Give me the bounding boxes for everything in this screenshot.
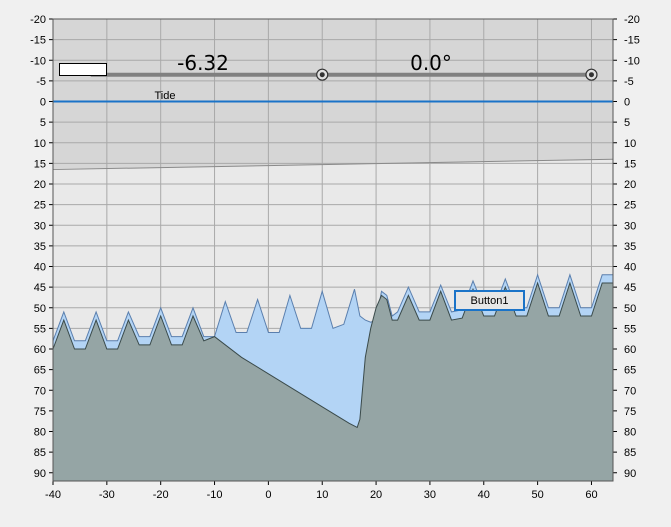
y-tick-label-right: 55 — [624, 323, 636, 335]
y-tick-label-right: 15 — [624, 158, 636, 170]
y-tick-label-left: 90 — [34, 468, 46, 480]
seabed-area — [52, 281, 614, 482]
y-tick-label-right: -5 — [624, 76, 634, 88]
upper-band — [53, 19, 613, 170]
y-tick-label-left: 75 — [34, 406, 46, 418]
y-tick-label-right: -10 — [624, 55, 640, 67]
y-tick-label-left: 55 — [34, 323, 46, 335]
value-readout: -6.32 — [177, 51, 229, 75]
slider-handle[interactable] — [585, 68, 598, 81]
y-tick-label-right: 60 — [624, 344, 636, 356]
value-input-box[interactable] — [59, 63, 107, 76]
y-tick-label-right: 25 — [624, 200, 636, 212]
y-tick-label-right: -20 — [624, 14, 640, 26]
plot-border — [52, 18, 614, 482]
y-tick-label-right: 0 — [624, 97, 630, 109]
x-tick-label: -20 — [153, 489, 169, 501]
y-tick-label-right: 50 — [624, 303, 636, 315]
y-tick-label-left: -10 — [30, 55, 46, 67]
y-tick-label-left: 10 — [34, 138, 46, 150]
y-tick-label-right: 70 — [624, 385, 636, 397]
y-tick-label-left: 0 — [40, 97, 46, 109]
y-tick-label-left: 15 — [34, 158, 46, 170]
x-tick-label: 10 — [316, 489, 328, 501]
y-tick-label-right: 20 — [624, 179, 636, 191]
y-tick-label-right: 10 — [624, 138, 636, 150]
y-tick-label-right: 30 — [624, 220, 636, 232]
y-tick-label-right: 85 — [624, 447, 636, 459]
y-tick-label-left: -20 — [30, 14, 46, 26]
x-tick-label: -40 — [45, 489, 61, 501]
y-tick-label-right: 75 — [624, 406, 636, 418]
tide-label: Tide — [155, 90, 176, 102]
x-tick-label: -10 — [207, 489, 223, 501]
y-tick-label-left: 80 — [34, 427, 46, 439]
y-tick-label-left: 30 — [34, 220, 46, 232]
y-tick-label-left: 65 — [34, 365, 46, 377]
x-tick-label: 20 — [370, 489, 382, 501]
y-tick-label-left: 85 — [34, 447, 46, 459]
y-tick-label-right: 80 — [624, 427, 636, 439]
y-tick-label-left: 20 — [34, 179, 46, 191]
y-tick-label-right: 35 — [624, 241, 636, 253]
y-tick-label-left: 60 — [34, 344, 46, 356]
y-tick-label-left: 50 — [34, 303, 46, 315]
y-tick-label-right: 65 — [624, 365, 636, 377]
x-tick-label: 60 — [585, 489, 597, 501]
y-tick-label-left: 45 — [34, 282, 46, 294]
y-tick-label-right: 45 — [624, 282, 636, 294]
y-tick-label-left: 35 — [34, 241, 46, 253]
y-tick-label-left: -15 — [30, 35, 46, 47]
angle-readout: 0.0° — [410, 51, 452, 75]
y-tick-label-left: 25 — [34, 200, 46, 212]
button1[interactable]: Button1 — [454, 290, 525, 311]
x-tick-label: 30 — [424, 489, 436, 501]
x-tick-label: 40 — [478, 489, 490, 501]
y-tick-label-right: 5 — [624, 117, 630, 129]
y-tick-label-left: 40 — [34, 262, 46, 274]
y-tick-label-left: -5 — [36, 76, 46, 88]
y-tick-label-right: 40 — [624, 262, 636, 274]
y-tick-label-right: -15 — [624, 35, 640, 47]
x-tick-label: -30 — [99, 489, 115, 501]
x-tick-label: 0 — [265, 489, 271, 501]
x-tick-label: 50 — [531, 489, 543, 501]
y-tick-label-right: 90 — [624, 468, 636, 480]
y-tick-label-left: 5 — [40, 117, 46, 129]
reference-line — [52, 158, 614, 171]
slider-handle[interactable] — [316, 68, 329, 81]
y-tick-label-left: 70 — [34, 385, 46, 397]
